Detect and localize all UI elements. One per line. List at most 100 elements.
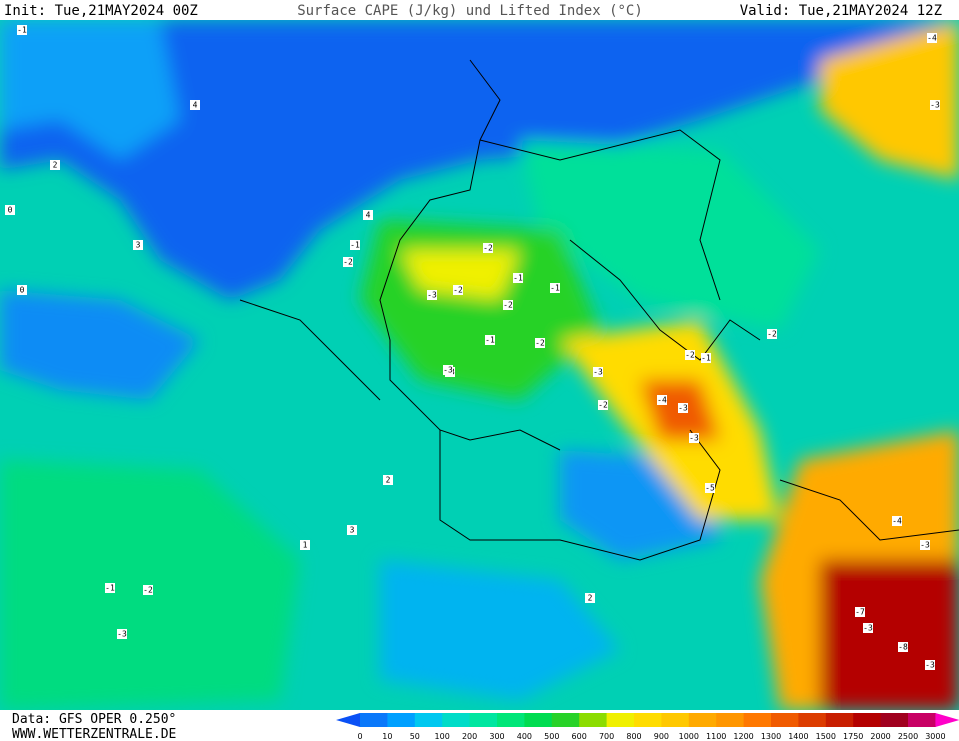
label-box	[892, 516, 902, 526]
lifted-index-label: -8	[898, 643, 908, 652]
lifted-index-label: -2	[503, 301, 513, 310]
colorbar-swatch	[798, 713, 827, 727]
colorbar-swatch	[716, 713, 745, 727]
colorbar-label: 2500	[898, 732, 918, 741]
lifted-index-label: -3	[920, 541, 930, 550]
lifted-index-label: 4	[193, 101, 198, 110]
label-box	[50, 160, 60, 170]
map-labels: -1 0 4 3 2 -1 -2 -2 -3 -2 -1 -1 -2 -3 -1 -2 -3 -4 -3 -3 -2 -1…	[5, 25, 940, 670]
colorbar-label: 800	[626, 732, 641, 741]
colorbar-swatch	[414, 713, 443, 727]
colorbar-swatch	[387, 713, 416, 727]
lifted-index-label: 4	[366, 211, 371, 220]
colorbar-swatch	[442, 713, 471, 727]
colorbar-arrow	[336, 713, 360, 727]
colorbar-label: 1500	[816, 732, 836, 741]
label-box	[363, 210, 373, 220]
lifted-index-label: -3	[678, 404, 688, 413]
label-box	[427, 290, 437, 300]
label-box	[350, 240, 360, 250]
lifted-index-label: -2	[483, 244, 493, 253]
colorbar-swatch	[853, 713, 882, 727]
lifted-index-label: -3	[443, 366, 453, 375]
label-box	[705, 483, 715, 493]
lifted-index-label: -4	[657, 396, 667, 405]
colorbar-label: 600	[572, 732, 587, 741]
label-box	[535, 338, 545, 348]
label-box	[855, 607, 865, 617]
colorbar-label: 700	[599, 732, 614, 741]
lifted-index-label: -2	[143, 586, 153, 595]
colorbar-label: 200	[462, 732, 477, 741]
colorbar-swatch	[688, 713, 717, 727]
colorbar-label: 3000	[925, 732, 945, 741]
label-box	[593, 367, 603, 377]
label-box	[17, 25, 27, 35]
label-box	[701, 353, 711, 363]
colorbar-swatch	[661, 713, 690, 727]
lifted-index-label: -1	[105, 584, 115, 593]
colorbar-swatch	[524, 713, 553, 727]
valid-time: Valid: Tue,21MAY2024 12Z	[740, 3, 942, 19]
colorbar: 0 10 50 100 200 300 400 500 600 700 800 900 1000 1100…	[336, 713, 959, 741]
label-box	[920, 540, 930, 550]
lifted-index-label: 3	[136, 241, 141, 250]
label-box	[550, 283, 560, 293]
colorbar-label: 1300	[761, 732, 781, 741]
label-box	[898, 642, 908, 652]
lifted-index-label: 3	[350, 526, 355, 535]
colorbar-label: 1200	[733, 732, 753, 741]
label-box	[443, 365, 453, 375]
colorbar-label: 1000	[679, 732, 699, 741]
label-box	[383, 475, 393, 485]
label-box	[930, 100, 940, 110]
lifted-index-label: -4	[892, 517, 902, 526]
colorbar-swatch	[606, 713, 635, 727]
colorbar-label: 50	[410, 732, 420, 741]
label-box	[767, 329, 777, 339]
colorbar-label: 400	[517, 732, 532, 741]
lifted-index-label: -5	[705, 484, 715, 493]
colorbar-swatch	[634, 713, 662, 727]
colorbar-label: 10	[382, 732, 392, 741]
label-box	[678, 403, 688, 413]
colorbar-label: 1400	[788, 732, 808, 741]
data-source: Data: GFS OPER 0.250°	[12, 712, 176, 727]
lifted-index-label: -4	[927, 34, 937, 43]
colorbar-arrow	[935, 713, 959, 727]
header-bar	[0, 0, 959, 20]
colorbar-swatch	[551, 713, 580, 727]
label-box	[513, 273, 523, 283]
lifted-index-label: -1	[350, 241, 360, 250]
label-box	[190, 100, 200, 110]
colorbar-swatch	[469, 713, 498, 727]
lifted-index-label: 2	[588, 594, 593, 603]
lifted-index-label: 1	[303, 541, 308, 550]
lifted-index-label: -1	[17, 26, 27, 35]
label-box	[657, 395, 667, 405]
label-box	[143, 585, 153, 595]
label-box	[300, 540, 310, 550]
label-box	[105, 583, 115, 593]
colorbar-label: 1100	[706, 732, 726, 741]
lifted-index-label: -3	[689, 434, 699, 443]
lifted-index-label: -1	[550, 284, 560, 293]
lifted-index-label: -3	[930, 101, 940, 110]
lifted-index-label: -2	[453, 286, 463, 295]
lifted-index-label: -3	[863, 624, 873, 633]
label-box	[17, 285, 27, 295]
map-field	[0, 20, 959, 710]
label-box	[483, 243, 493, 253]
colorbar-swatch	[360, 713, 388, 727]
init-time: Init: Tue,21MAY2024 00Z	[4, 3, 198, 19]
label-box	[117, 629, 127, 639]
colorbar-swatch	[743, 713, 772, 727]
colorbar-label: 900	[654, 732, 669, 741]
colorbar-swatch	[880, 713, 909, 727]
label-box	[685, 350, 695, 360]
lifted-index-label: -2	[685, 351, 695, 360]
lifted-index-label: 0	[20, 286, 25, 295]
lifted-index-label: -3	[427, 291, 437, 300]
map-title: Surface CAPE (J/kg) und Lifted Index (°C…	[297, 3, 643, 19]
